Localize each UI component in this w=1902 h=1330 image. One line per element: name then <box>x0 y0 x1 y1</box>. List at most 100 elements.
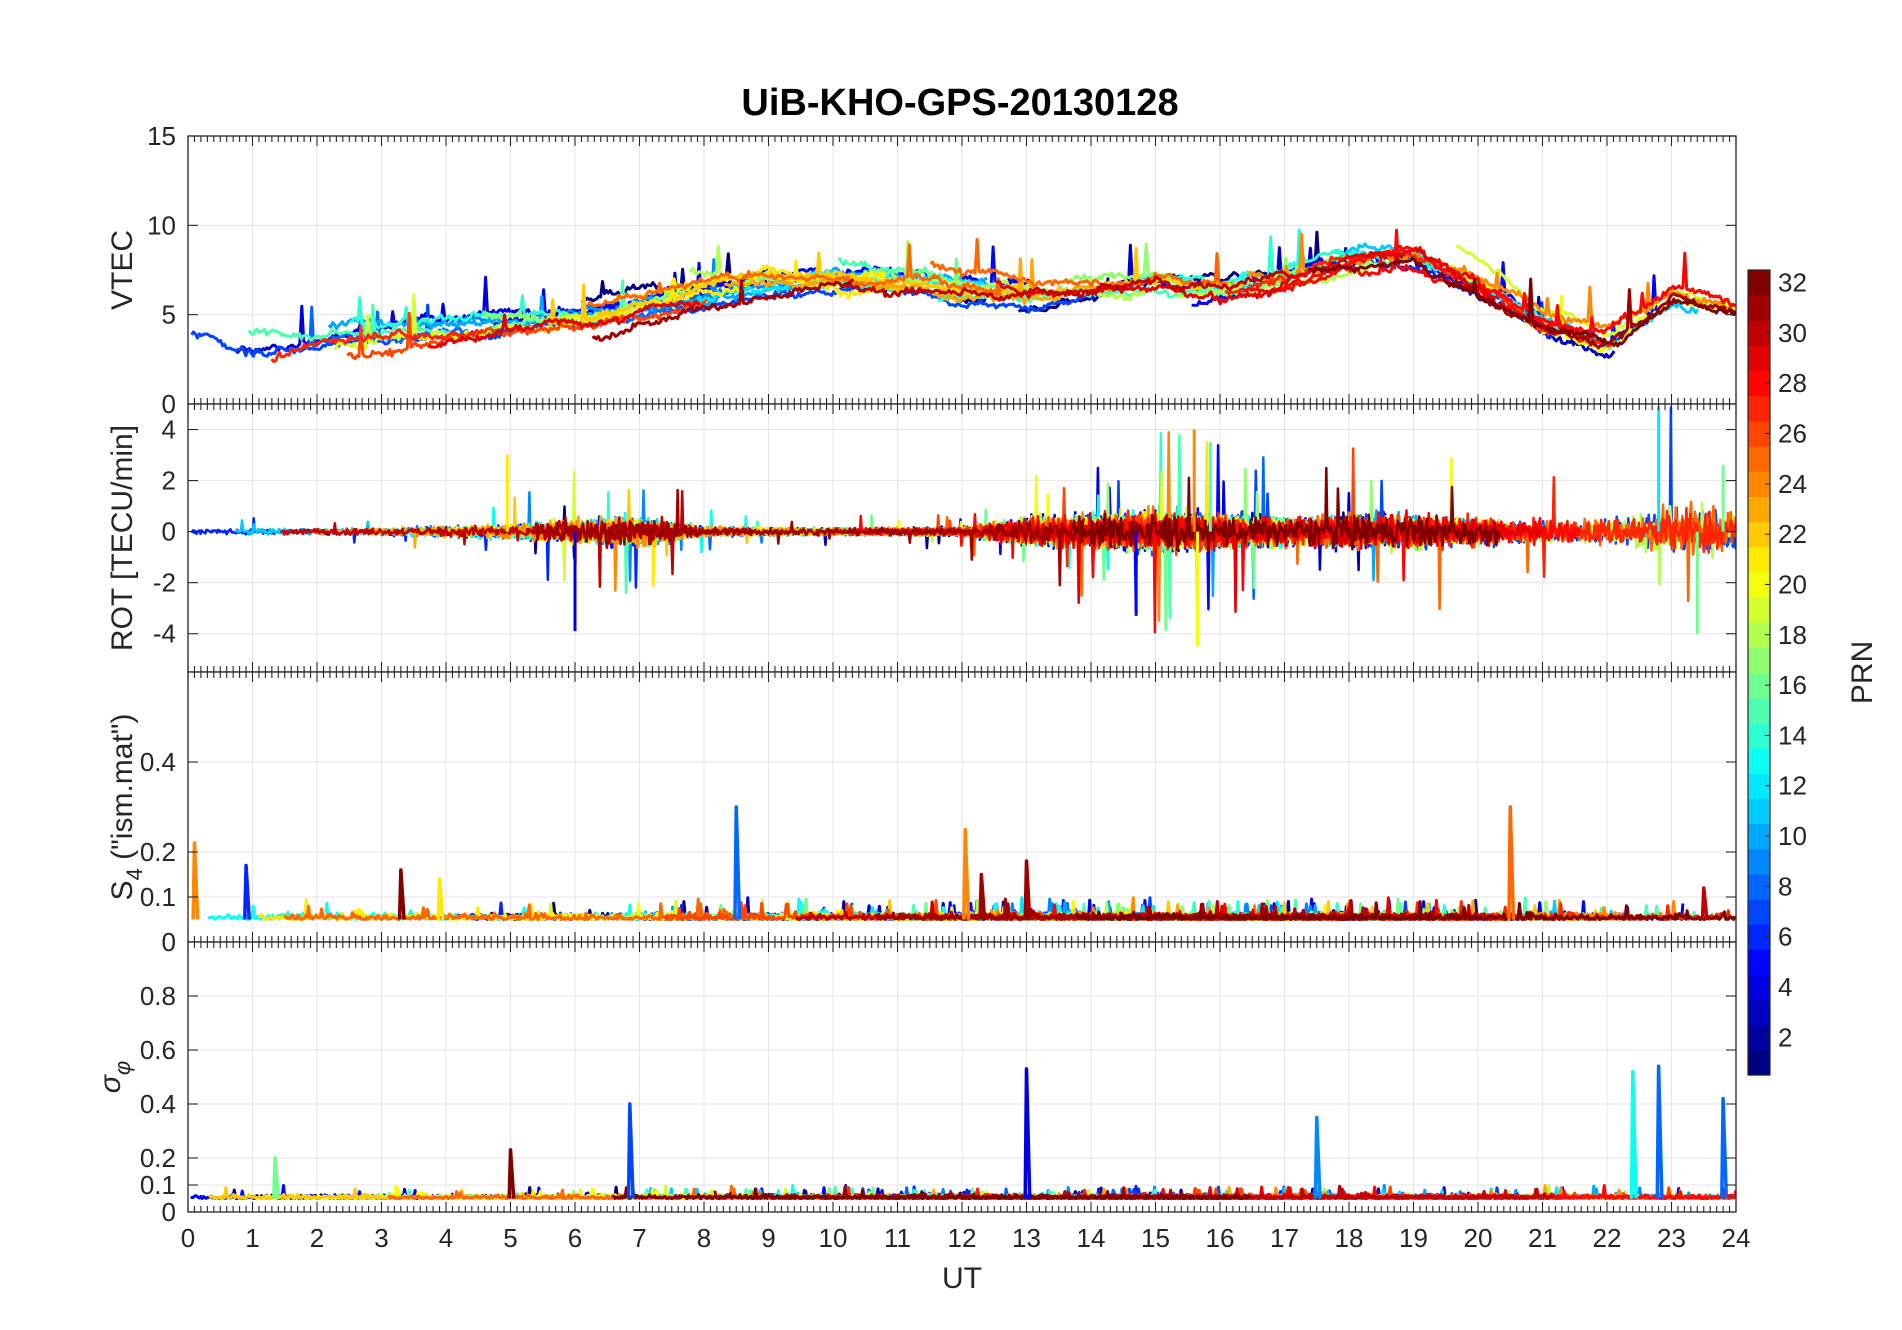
colorbar-frame <box>1747 269 1771 1076</box>
colorbar-swatch <box>1748 949 1770 975</box>
x-tick-label: 21 <box>1528 1223 1557 1253</box>
x-tick-label: 22 <box>1593 1223 1622 1253</box>
x-tick-label: 2 <box>310 1223 324 1253</box>
x-tick-label: 6 <box>568 1223 582 1253</box>
y-axis-label: S4 ("ism.mat") <box>106 714 147 901</box>
colorbar-swatch <box>1748 848 1770 875</box>
series-line-prn-32 <box>611 1186 1252 1200</box>
series-line-prn-30 <box>279 490 758 588</box>
spike <box>626 1102 635 1199</box>
colorbar-swatch <box>1748 471 1770 498</box>
ticks <box>187 672 1737 943</box>
spike <box>978 872 987 920</box>
series-line-prn-32 <box>1307 256 1736 348</box>
x-tick-label: 24 <box>1722 1223 1751 1253</box>
y-tick-label: 0 <box>162 517 176 547</box>
colorbar-swatch <box>1748 395 1770 422</box>
colorbar-tick-label: 2 <box>1778 1022 1792 1052</box>
x-tick-label: 1 <box>245 1223 259 1253</box>
y-tick-label: 2 <box>162 466 176 496</box>
spike <box>1720 1096 1729 1199</box>
colorbar-tick-label: 30 <box>1778 318 1807 348</box>
series-line-prn-31 <box>535 488 1086 587</box>
spike <box>733 805 742 920</box>
series-line-prn-27 <box>270 328 484 364</box>
colorbar-tick-label: 22 <box>1778 519 1807 549</box>
x-axis-label: UT <box>942 1262 982 1295</box>
colorbar-swatch <box>1748 295 1770 321</box>
series-group <box>190 406 1736 647</box>
colorbar-tick-label: 26 <box>1778 419 1807 449</box>
colorbar-swatch <box>1748 924 1770 950</box>
x-tick-label: 13 <box>1012 1223 1041 1253</box>
series-line-prn-12 <box>731 269 898 295</box>
spike <box>191 841 200 920</box>
colorbar-tick-label: 12 <box>1778 771 1807 801</box>
colorbar-tick-label: 4 <box>1778 972 1792 1002</box>
colorbar-swatch <box>1748 747 1770 774</box>
series-group <box>190 228 1736 364</box>
colorbar-swatch <box>1748 496 1770 523</box>
colorbar-swatch <box>1748 370 1770 397</box>
colorbar-tick-label: 16 <box>1778 670 1807 700</box>
series-line-prn-31 <box>591 278 855 342</box>
colorbar-swatch <box>1748 1024 1770 1051</box>
colorbar-label: PRN <box>1846 641 1879 704</box>
x-tick-label: 23 <box>1657 1223 1686 1253</box>
y-tick-label: 4 <box>162 415 176 445</box>
x-tick-label: 11 <box>884 1223 911 1253</box>
x-tick-label: 15 <box>1141 1223 1170 1253</box>
x-tick-label: 20 <box>1464 1223 1493 1253</box>
ticks <box>187 135 1737 405</box>
colorbar-swatch <box>1748 773 1770 799</box>
series-line-prn-26 <box>346 298 708 361</box>
x-tick-label: 3 <box>374 1223 388 1253</box>
y-tick-label: 0.2 <box>140 1143 176 1173</box>
x-tick-label: 16 <box>1206 1223 1235 1253</box>
colorbar-tick-label: 24 <box>1778 469 1807 499</box>
y-tick-label: 15 <box>147 121 176 151</box>
y-axis-label: VTEC <box>106 230 139 310</box>
colorbar-swatch <box>1748 345 1770 372</box>
s4-panel: 0 0.1 0.2 0.4S4 ("ism.mat") <box>106 671 1737 957</box>
colorbar-swatch <box>1748 1049 1770 1076</box>
colorbar-swatch <box>1748 270 1770 296</box>
x-tick-label: 0 <box>181 1223 195 1253</box>
x-tick-label: 9 <box>761 1223 775 1253</box>
spike <box>1023 1067 1032 1199</box>
spike <box>243 863 252 920</box>
x-tick-label: 5 <box>503 1223 517 1253</box>
spike <box>1700 886 1709 920</box>
x-tick-label: 4 <box>439 1223 453 1253</box>
colorbar-swatch <box>1748 521 1770 548</box>
y-axis-label: σφ <box>94 1061 135 1093</box>
series-group <box>191 805 1736 921</box>
y-tick-label: 0.4 <box>140 747 176 777</box>
y-tick-label: 0.1 <box>140 882 176 912</box>
series-line-prn-29 <box>427 299 701 349</box>
series-line-prn-21 <box>546 259 923 325</box>
ticks <box>187 942 1737 1213</box>
series-line-prn-32 <box>1071 466 1501 554</box>
spike <box>1313 1115 1322 1199</box>
series-line-prn-25 <box>929 237 1228 290</box>
colorbar-swatch <box>1748 873 1770 900</box>
y-tick-label: 0 <box>162 389 176 419</box>
colorbar-tick-label: 8 <box>1778 871 1792 901</box>
x-tick-label: 7 <box>632 1223 646 1253</box>
spike <box>962 827 971 920</box>
colorbar-tick-label: 14 <box>1778 720 1807 750</box>
y-tick-label: 0.6 <box>140 1035 176 1065</box>
y-tick-label: 0 <box>162 1197 176 1227</box>
figure-title: UiB-KHO-GPS-20130128 <box>741 82 1178 124</box>
series-group <box>190 1064 1736 1200</box>
colorbar-swatch <box>1748 647 1770 674</box>
x-tick-label: 10 <box>819 1223 848 1253</box>
y-tick-label: 0.2 <box>140 837 176 867</box>
y-tick-label: -2 <box>153 568 176 598</box>
spike <box>1023 859 1032 920</box>
spike <box>1629 1069 1638 1199</box>
